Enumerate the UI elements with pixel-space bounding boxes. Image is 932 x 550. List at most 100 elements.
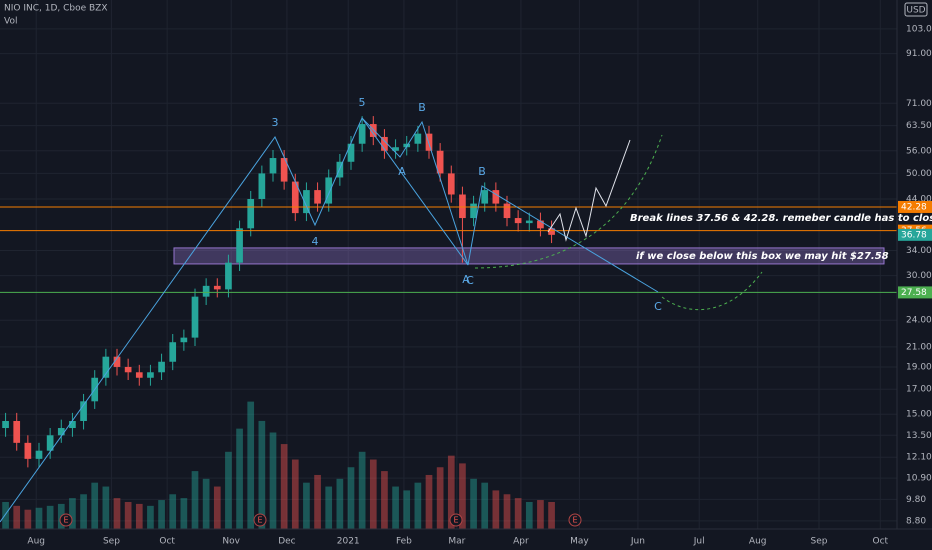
candle-body [113, 356, 121, 367]
candle-body [470, 203, 477, 219]
volume-bar [503, 494, 511, 529]
y-tick-label: 10.90 [906, 474, 932, 484]
support-box [173, 247, 885, 265]
candle-body [414, 133, 422, 144]
candle-body [102, 356, 110, 378]
earnings-label: E [257, 516, 262, 525]
volume-bar [403, 490, 411, 529]
candle-body [369, 124, 377, 137]
price-lines [0, 206, 897, 293]
y-tick-label: 30.00 [906, 271, 932, 281]
grid [0, 0, 897, 529]
volume-bar [369, 459, 377, 529]
volume-bar [492, 490, 500, 529]
x-tick-label: Aug [749, 537, 767, 547]
candle-body [80, 401, 87, 422]
volume-bar [470, 478, 477, 529]
x-tick-label: Mar [448, 537, 465, 547]
volume-bar [514, 498, 522, 529]
wave-label: B [478, 165, 486, 178]
projection-line [547, 139, 631, 242]
wave-line [0, 117, 659, 523]
y-tick-label: 34.00 [906, 246, 932, 256]
y-tick-label: 12.10 [906, 453, 932, 463]
candle-body [514, 218, 522, 224]
wave-label: C [466, 274, 474, 287]
volume-bar [314, 474, 321, 529]
volume-bar [46, 505, 54, 529]
earnings-marker [253, 513, 267, 527]
candle-body [537, 220, 544, 229]
candle-body [35, 450, 43, 459]
price-label-bg [898, 200, 932, 213]
ticks: 103.00 91.00 71.00 63.50 56.00 50.00 44.00 34.0… [27, 24, 932, 546]
y-tick-label: 56.00 [906, 146, 932, 156]
candle-body [525, 220, 533, 224]
volume-bar [80, 494, 87, 529]
wave-label: 4 [312, 235, 319, 248]
volume-bar [147, 505, 154, 529]
candle-body [135, 372, 143, 378]
wave-label: C [654, 300, 662, 313]
volume-bar [525, 501, 533, 529]
volume-bar [358, 451, 366, 529]
y-tick-label: 8.80 [906, 516, 926, 526]
candle-body [57, 428, 65, 436]
volume-bar [436, 467, 444, 529]
volume-bar [2, 501, 9, 529]
earnings-label: E [572, 516, 577, 525]
wave-label: B [418, 101, 426, 114]
y-tick-label: 24.00 [906, 316, 932, 326]
last-price-bg [898, 228, 932, 241]
axis-corner [898, 529, 932, 550]
volume-bar [269, 432, 277, 529]
volume-bar [135, 503, 143, 529]
candle-body [158, 361, 165, 373]
annotation-text: Break lines 37.56 & 42.28. remeber candl… [630, 213, 932, 224]
wave-drawing [0, 117, 659, 523]
volume-bar [225, 451, 232, 529]
x-tick-label: Sep [103, 537, 120, 547]
volume-bar [303, 482, 310, 529]
candle-body [436, 150, 444, 174]
candle-body [269, 158, 277, 174]
candle-body [447, 173, 455, 195]
earnings-marker [59, 513, 73, 527]
volume-bar [392, 486, 399, 529]
volume-bar [180, 498, 188, 529]
wave-label: 5 [359, 96, 366, 109]
candle-body [191, 296, 199, 338]
volume-bar [113, 498, 121, 529]
y-tick-label: 71.00 [906, 99, 932, 109]
y-tick-label: 44.00 [906, 194, 932, 204]
volume-bar [35, 507, 43, 529]
candle-body [13, 421, 21, 443]
candle-body [492, 190, 500, 204]
candle-body [503, 203, 511, 219]
candle-body [69, 421, 76, 429]
candle-body [24, 442, 32, 459]
y-tick-label: 91.00 [906, 49, 932, 59]
x-tick-label: Apr [513, 537, 529, 547]
x-tick-label: Nov [222, 537, 240, 547]
x-tick-label: May [570, 537, 589, 547]
candle-body [180, 337, 188, 343]
volume-bar [13, 505, 21, 529]
earnings-marker [449, 513, 463, 527]
candle-body [169, 342, 177, 362]
x-tick-label: Feb [396, 537, 412, 547]
candle-body [46, 435, 54, 451]
volume-bar [247, 401, 255, 529]
y-tick-label: 103.00 [906, 24, 932, 34]
volume-bar [347, 467, 355, 529]
candle-body [392, 147, 399, 151]
earnings-marker [568, 513, 582, 527]
y-tick-label: 50.00 [906, 169, 932, 179]
volume-bar [213, 486, 221, 529]
earnings-label: E [63, 516, 68, 525]
support-box [173, 247, 885, 265]
y-tick-label: 13.50 [906, 431, 932, 441]
